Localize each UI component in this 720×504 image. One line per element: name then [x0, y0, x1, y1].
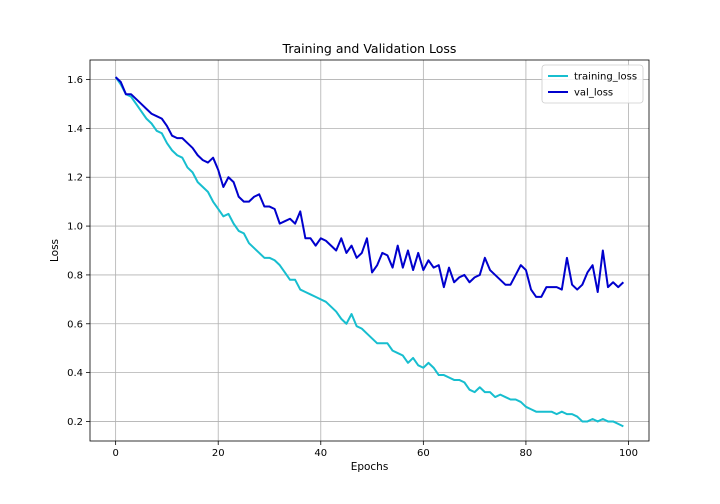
series-lines: [114, 76, 625, 428]
legend: training_loss val_loss: [541, 64, 644, 104]
legend-label: val_loss: [574, 88, 613, 99]
y-tick-label: 0.2: [67, 417, 83, 428]
y-tick-label: 1.2: [67, 173, 83, 184]
y-tick-label: 0.4: [67, 368, 83, 379]
x-tick-label: 20: [212, 448, 225, 459]
series-line-training-loss: [114, 76, 624, 428]
legend-label: training_loss: [574, 72, 637, 83]
plot-frame: [89, 59, 650, 442]
x-axis-ticks: 0 20 40 60 80 100: [112, 441, 638, 459]
y-tick-label: 0.6: [67, 319, 83, 330]
y-tick-label: 0.8: [67, 270, 83, 281]
x-axis-label: Epochs: [351, 461, 389, 473]
y-axis-label: Loss: [49, 239, 61, 262]
x-tick-label: 40: [314, 448, 327, 459]
x-tick-label: 0: [112, 448, 118, 459]
series-line-val-loss: [114, 76, 625, 298]
legend-box: [541, 64, 644, 104]
x-tick-label: 100: [619, 448, 638, 459]
y-tick-label: 1.4: [67, 124, 83, 135]
x-tick-label: 80: [520, 448, 533, 459]
y-tick-label: 1.6: [67, 75, 83, 86]
chart-title: Training and Validation Loss: [282, 41, 457, 56]
y-axis-ticks: 0.2 0.4 0.6 0.8 1.0 1.2 1.4 1.6: [67, 75, 90, 428]
x-tick-label: 60: [417, 448, 430, 459]
y-tick-label: 1.0: [67, 222, 83, 233]
